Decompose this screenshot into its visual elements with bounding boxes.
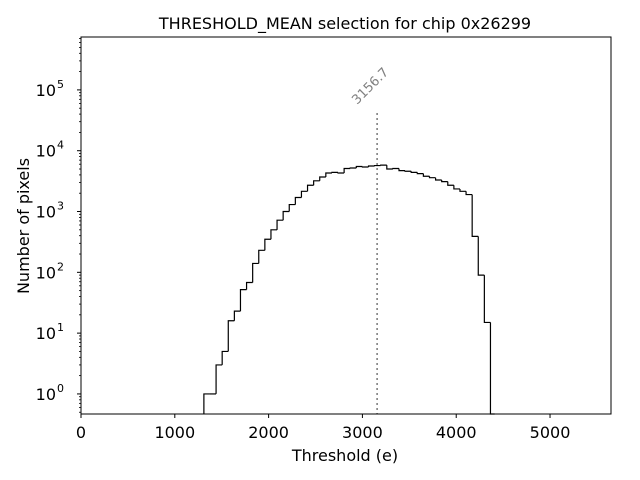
histogram-bin: [349, 167, 357, 169]
histogram-bin: [215, 364, 223, 394]
chart-title: THRESHOLD_MEAN selection for chip 0x2629…: [158, 14, 531, 34]
histogram-bin: [239, 288, 247, 312]
histogram-bin: [367, 165, 375, 167]
histogram-bin: [325, 172, 332, 177]
y-tick-label: 10: [36, 142, 56, 161]
y-tick-exponent: 0: [57, 382, 64, 395]
plot-area: [81, 37, 611, 414]
histogram-bin: [404, 170, 412, 172]
x-tick-label: 3000: [342, 423, 383, 442]
histogram-bin: [306, 184, 314, 192]
histogram-bin: [331, 171, 339, 173]
histogram-bin: [392, 167, 399, 170]
x-tick-label: 4000: [436, 423, 477, 442]
y-tick-exponent: 1: [57, 321, 64, 334]
histogram-bin: [465, 191, 473, 196]
histogram-bin: [441, 179, 448, 183]
histogram-bin: [355, 165, 363, 168]
y-tick-label: 10: [36, 324, 56, 343]
histogram-bin: [300, 190, 308, 198]
x-axis-label: Threshold (e): [291, 446, 398, 465]
histogram-bin: [477, 236, 485, 276]
histogram-bin: [453, 185, 460, 190]
axes-frame: [80, 36, 612, 415]
histogram-bin: [264, 238, 271, 251]
y-tick-exponent: 2: [57, 260, 64, 273]
y-tick-label: 10: [36, 81, 56, 100]
histogram-bin: [282, 210, 290, 221]
histogram-bin: [258, 249, 265, 264]
histogram-bin: [386, 165, 393, 170]
histogram-bin: [233, 310, 241, 321]
histogram-bin: [319, 176, 326, 181]
y-axis-label: Number of pixels: [14, 158, 33, 294]
histogram-bin: [294, 196, 302, 205]
histogram-bin: [428, 176, 436, 179]
y-tick-label: 10: [36, 263, 56, 282]
histogram-bin: [422, 173, 430, 177]
histogram-bin: [483, 275, 491, 324]
histogram-bin: [245, 281, 253, 290]
x-tick-label: 0: [76, 423, 86, 442]
histogram-bin: [270, 229, 278, 240]
y-tick-exponent: 4: [57, 139, 64, 152]
histogram-bin: [313, 180, 320, 186]
histogram-bin: [276, 219, 284, 230]
histogram-bin: [459, 188, 467, 192]
plot-background: [81, 37, 611, 414]
y-tick-label: 10: [36, 385, 56, 404]
y-tick-exponent: 3: [57, 200, 64, 213]
x-tick-label: 1000: [154, 423, 195, 442]
x-tick-label: 5000: [530, 423, 571, 442]
y-tick-label: 10: [36, 203, 56, 222]
histogram-bin: [203, 393, 210, 414]
histogram-bin: [343, 167, 351, 173]
histogram-series: [203, 164, 495, 415]
histogram-bin: [337, 172, 345, 174]
histogram-bin: [221, 350, 229, 365]
histogram-bin: [288, 203, 296, 212]
histogram-bin: [227, 320, 235, 352]
histogram-bin: [434, 177, 442, 181]
x-tick-label: 2000: [248, 423, 289, 442]
histogram-bin: [447, 181, 454, 186]
histogram-bin: [410, 171, 418, 173]
y-tick-exponent: 5: [57, 78, 64, 91]
histogram-bin: [471, 194, 479, 237]
histogram-bin: [252, 262, 259, 283]
histogram-bin: [398, 168, 406, 172]
histogram-bin: [416, 172, 424, 175]
